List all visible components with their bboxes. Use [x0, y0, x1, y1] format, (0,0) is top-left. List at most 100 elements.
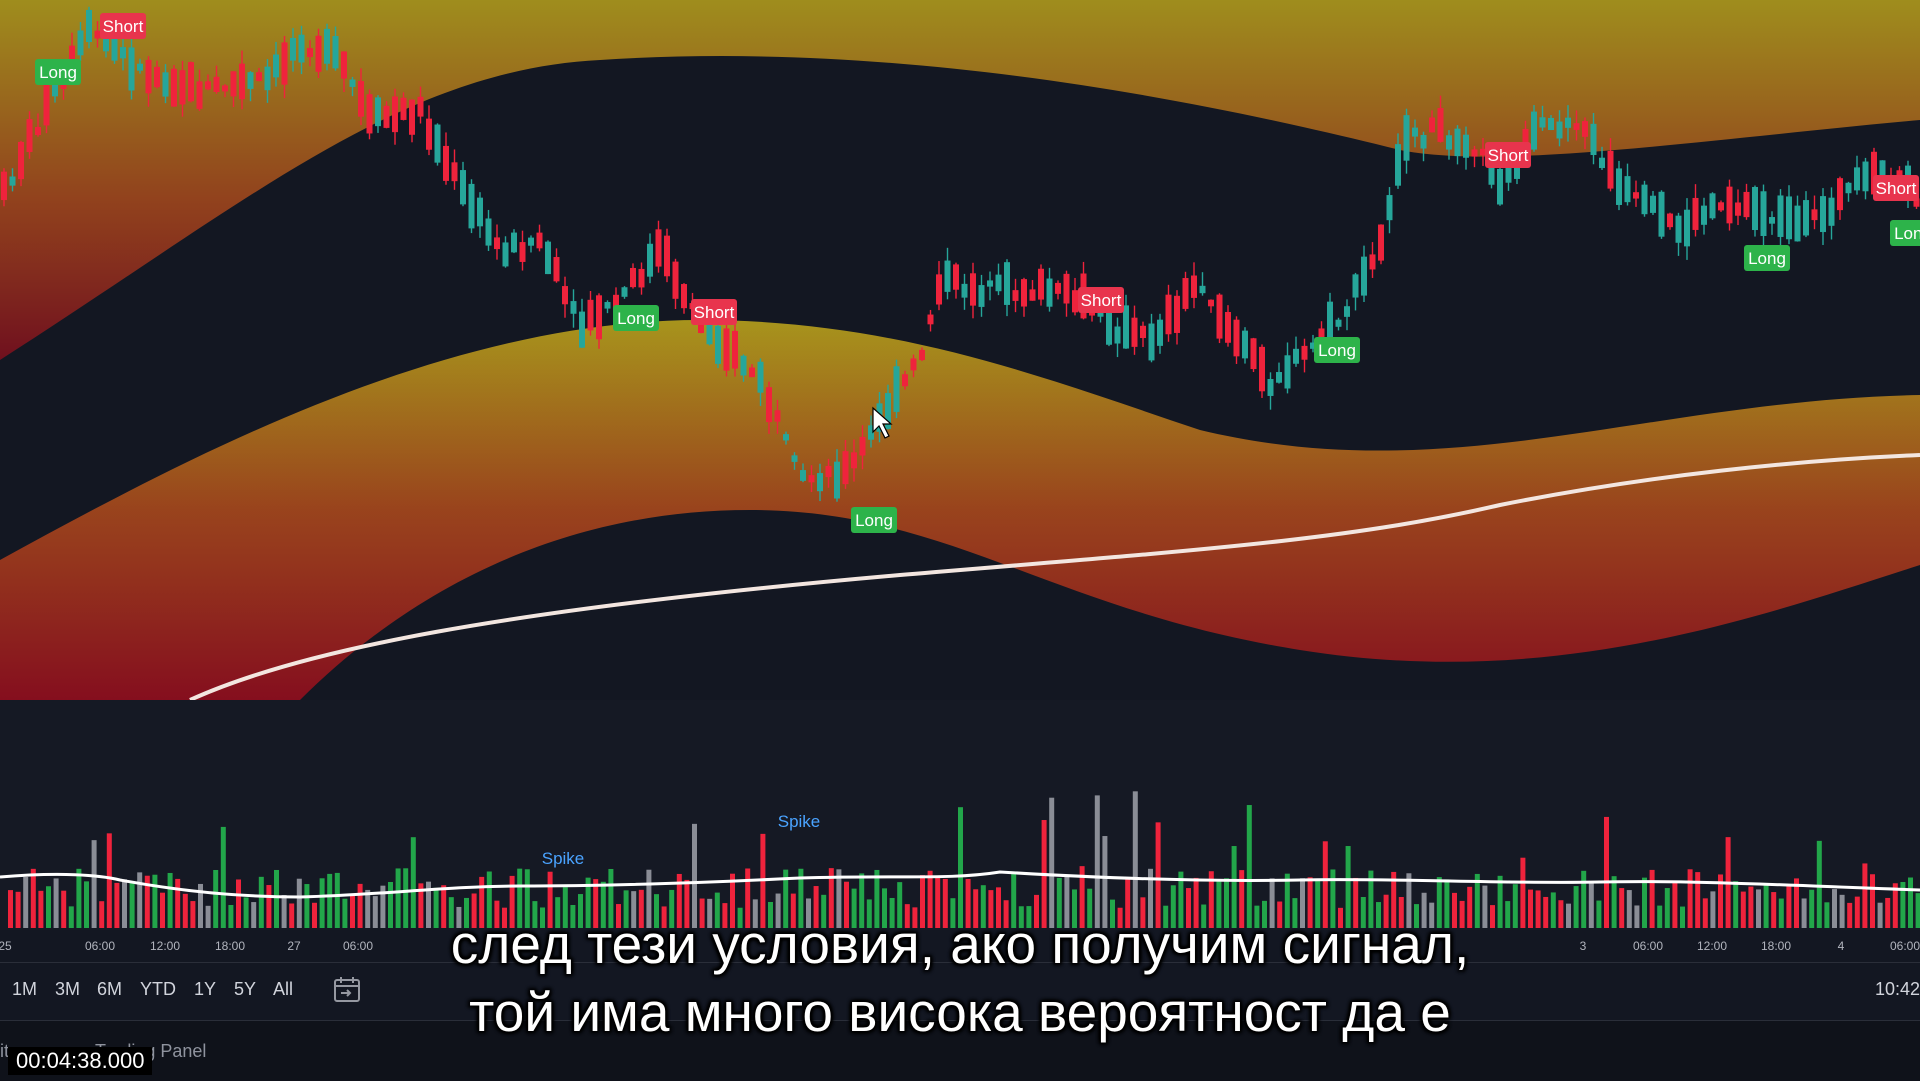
- volume-bar: [410, 837, 416, 928]
- candle-body: [1352, 274, 1359, 298]
- range-1y-button[interactable]: 1Y: [194, 979, 217, 999]
- volume-bar: [532, 901, 538, 928]
- candle-body: [732, 330, 738, 369]
- volume-bar: [1254, 905, 1260, 928]
- candle-body: [1539, 117, 1546, 128]
- volume-bar: [547, 871, 553, 928]
- range-all-button[interactable]: All: [273, 979, 294, 999]
- candle-body: [358, 81, 364, 117]
- volume-bar: [1262, 900, 1267, 928]
- volume-bar: [38, 890, 44, 928]
- candle-body: [502, 242, 509, 267]
- volume-bar: [1391, 871, 1397, 928]
- volume-bar: [99, 901, 105, 928]
- volume-bar: [714, 892, 720, 928]
- candle-body: [290, 37, 296, 61]
- range-ytd-button[interactable]: YTD: [140, 979, 176, 999]
- volume-bar: [737, 907, 743, 928]
- signal-badge: [1890, 220, 1920, 246]
- short-signal-label: Short: [1078, 287, 1124, 313]
- volume-bar: [950, 898, 956, 928]
- volume-bar: [433, 887, 439, 928]
- volume-bar: [775, 893, 781, 928]
- range-1m-button[interactable]: 1M: [12, 979, 38, 999]
- volume-bar: [1611, 876, 1617, 928]
- subtitle-line-1: след тези условия, ако получим сигнал,: [450, 913, 1470, 975]
- volume-bar: [745, 868, 751, 928]
- candle-body: [1301, 345, 1308, 360]
- volume-bar: [593, 879, 599, 928]
- candle-body: [1157, 319, 1163, 346]
- volume-bar: [851, 888, 857, 928]
- signal-badge: [35, 59, 81, 85]
- volume-bar: [980, 885, 986, 928]
- candle-body: [1259, 346, 1265, 392]
- range-3m-button[interactable]: 3M: [55, 979, 81, 999]
- range-6m-button[interactable]: 6M: [97, 979, 123, 999]
- volume-bar: [167, 872, 173, 928]
- volume-bar: [1885, 897, 1891, 928]
- candle-body: [1233, 319, 1240, 357]
- volume-bar: [1528, 889, 1533, 928]
- candle-body: [1369, 254, 1376, 270]
- volume-bar: [1801, 898, 1807, 928]
- volume-bar: [1414, 904, 1419, 928]
- candle-body: [1820, 196, 1826, 233]
- volume-bar: [1269, 878, 1275, 928]
- candle-body: [1879, 160, 1886, 184]
- volume-bar: [471, 893, 477, 928]
- volume-bar: [1421, 892, 1427, 928]
- goto-date-calendar-icon[interactable]: [330, 975, 364, 1005]
- volume-bar: [502, 907, 507, 928]
- volume-bar: [327, 873, 333, 928]
- signal-badge: [691, 299, 737, 325]
- volume-bar: [1581, 870, 1587, 928]
- volume-bar: [1193, 877, 1199, 928]
- candle-body: [1403, 115, 1410, 161]
- volume-bar: [1459, 900, 1465, 928]
- volume-pane[interactable]: Spike Spike: [0, 700, 1920, 930]
- middle-band: [0, 320, 1920, 700]
- volume-bar: [1740, 891, 1746, 928]
- volume-bar: [30, 868, 36, 928]
- candle-body: [1701, 205, 1707, 225]
- volume-bar: [1892, 883, 1898, 928]
- candle-body: [426, 118, 432, 150]
- volume-bar: [205, 905, 211, 928]
- volume-bar: [897, 882, 903, 928]
- price-chart[interactable]: Short Long Long Short Long Short Long Short Long…: [0, 0, 1920, 700]
- candle-body: [851, 452, 857, 469]
- volume-bar: [631, 891, 637, 928]
- signal-badge: [1078, 287, 1124, 313]
- volume-bar: [996, 887, 1001, 928]
- volume-bar: [1277, 901, 1283, 928]
- candle-body: [1250, 338, 1257, 370]
- volume-bar: [274, 869, 279, 928]
- candle-body: [1862, 161, 1869, 192]
- candle-body: [1573, 123, 1580, 130]
- volume-bar: [1148, 868, 1153, 928]
- range-5y-button[interactable]: 5Y: [234, 979, 257, 999]
- candle-body: [1777, 195, 1784, 237]
- candle-body: [451, 162, 458, 182]
- volume-bar: [882, 888, 887, 928]
- volume-bar: [1816, 840, 1822, 928]
- volume-bar: [281, 895, 287, 928]
- subtitle-line-2: той има много висока вероятност да е: [469, 981, 1451, 1043]
- candle-body: [664, 235, 670, 277]
- volume-bar: [160, 892, 165, 928]
- candle-body: [1803, 200, 1809, 236]
- candle-body: [1650, 195, 1656, 213]
- candle-body: [145, 59, 152, 94]
- candle-body: [1378, 224, 1384, 261]
- candle-body: [511, 232, 517, 253]
- volume-bar: [942, 878, 948, 928]
- candle-body: [205, 81, 211, 90]
- candle-body: [273, 54, 279, 78]
- signal-badge: [1744, 245, 1790, 271]
- volume-bar: [699, 898, 705, 928]
- volume-bar: [1452, 892, 1457, 928]
- candle-body: [1480, 148, 1486, 156]
- volume-bar: [1079, 866, 1085, 928]
- candle-body: [137, 63, 143, 71]
